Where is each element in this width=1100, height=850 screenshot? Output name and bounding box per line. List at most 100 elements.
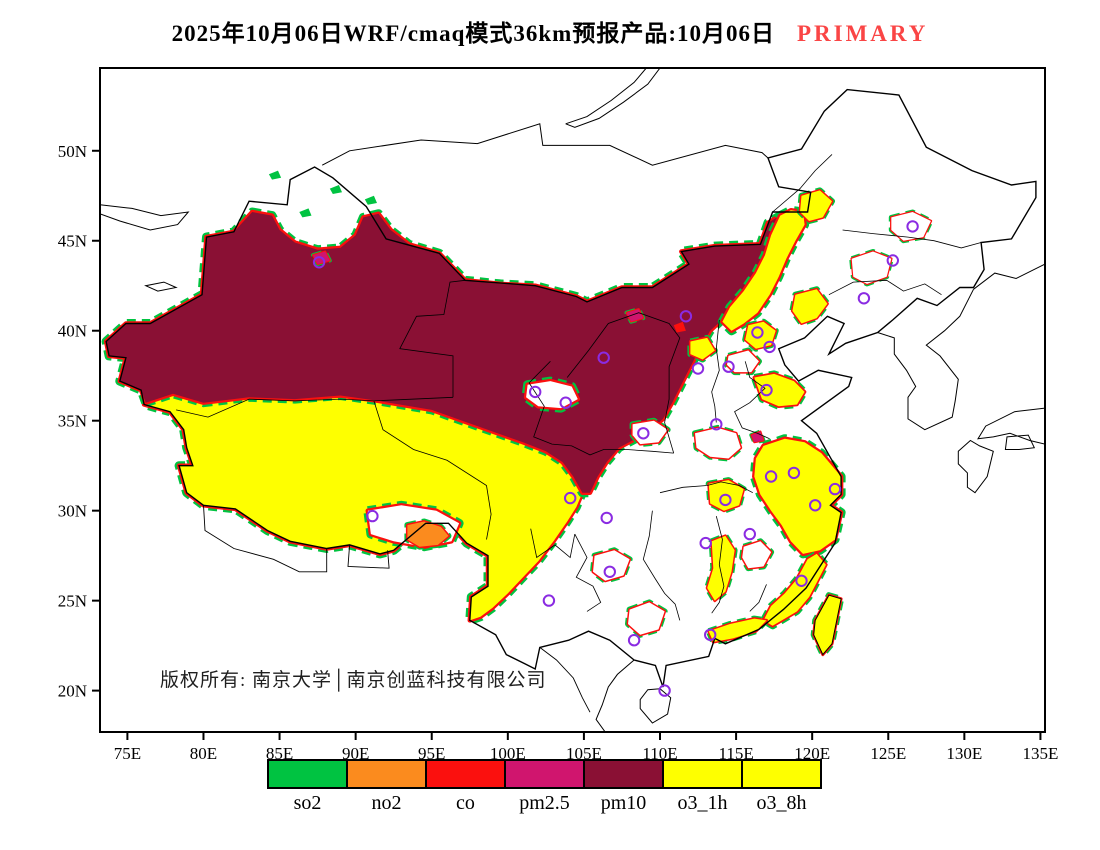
axis-ticks: 75E 80E 85E 90E 95E 100E 105E 110E 115E 120E 125E 1…: [58, 142, 1059, 763]
station-marker: [857, 292, 871, 305]
region-pm25-spot-xuzhou: [751, 431, 764, 443]
page-title: 2025年10月06日WRF/cmaq模式36km预报产品:10月06日 PRIM…: [0, 14, 1100, 48]
region-tibet-o3: [144, 393, 583, 621]
station-marker: [787, 466, 801, 480]
station-marker: [760, 383, 773, 397]
basemap-lines: [100, 68, 1045, 732]
y-tick-label: 30N: [58, 502, 87, 521]
station-marker: [559, 396, 572, 409]
station-marker: [751, 326, 764, 339]
legend-label: o3_1h: [677, 792, 728, 814]
title-pollutant-tag: PRIMARY: [796, 21, 929, 46]
legend-swatch-no2: [346, 759, 427, 789]
region-northwest-pm10: [106, 212, 782, 493]
legend-swatch-o3_1h: [662, 759, 743, 789]
station-marker: [906, 220, 919, 233]
legend-swatch-co: [425, 759, 506, 789]
x-tick-label: 120E: [794, 744, 830, 763]
colorbar-legend: so2 no2 co pm2.5 pm10 o3_1h o3_8h: [267, 759, 822, 815]
station-marker: [795, 574, 808, 587]
station-marker: [564, 491, 577, 505]
station-marker: [704, 628, 717, 641]
title-main: 2025年10月06日WRF/cmaq模式36km预报产品:10月06日: [171, 21, 775, 46]
station-marker: [658, 684, 671, 697]
legend-item-o3_8h: o3_8h: [741, 759, 822, 815]
x-tick-label: 130E: [946, 744, 982, 763]
y-tick-label: 35N: [58, 412, 87, 431]
station-marker: [529, 385, 542, 399]
y-tick-label: 25N: [58, 592, 87, 611]
x-tick-label: 75E: [114, 744, 141, 763]
pollutant-regions: [101, 170, 934, 658]
y-tick-label: 50N: [58, 142, 87, 161]
station-marker: [743, 527, 756, 541]
station-marker: [603, 565, 616, 578]
legend-item-pm10: pm10: [583, 759, 664, 815]
station-marker: [600, 511, 613, 525]
region-taiwan-o3: [813, 595, 842, 655]
region-yangtze-delta-o3: [754, 438, 842, 554]
fringe-co: [405, 520, 450, 549]
region-co-spot-hohhot: [673, 321, 686, 333]
region-guangdong-o3: [708, 618, 767, 642]
region-so2-spot-altai2: [299, 208, 312, 218]
region-pm25-spot-hetao: [626, 309, 644, 322]
region-so2-spot-altai4: [268, 170, 282, 180]
legend-label: pm10: [600, 792, 647, 814]
station-marker: [312, 256, 326, 269]
region-nyingchi-no2: [407, 521, 449, 547]
copyright-watermark: 版权所有: 南京大学│南京创蓝科技有限公司: [160, 668, 547, 692]
station-marker: [719, 493, 732, 507]
region-liaoxi-o3: [792, 289, 828, 324]
map-frame: [99, 67, 1046, 733]
region-hulunbuir-o3: [800, 190, 832, 221]
legend-swatch-pm2.5: [504, 759, 585, 789]
station-marker: [637, 427, 650, 440]
y-tick-label: 45N: [58, 232, 87, 251]
legend-item-so2: so2: [267, 759, 348, 815]
region-so2-spot-altai1: [329, 185, 342, 194]
station-marker: [679, 310, 693, 323]
station-marker: [542, 594, 556, 607]
region-shanxi-o3: [690, 337, 715, 360]
station-marker: [627, 634, 641, 647]
region-hunan-strip-o3: [707, 535, 735, 601]
station-marker: [809, 499, 822, 512]
region-xilingol-o3: [722, 210, 805, 331]
region-fujian-coast-o3: [763, 553, 826, 626]
station-marker: [722, 360, 735, 373]
x-tick-label: 90E: [342, 744, 369, 763]
station-marker: [764, 470, 778, 483]
region-harbin-gap: [891, 212, 931, 241]
y-tick-label: 20N: [58, 682, 87, 701]
legend-item-o3_1h: o3_1h: [662, 759, 743, 815]
legend-label: co: [456, 792, 475, 814]
x-tick-label: 115E: [718, 744, 753, 763]
x-tick-label: 80E: [190, 744, 217, 763]
region-jiangxi-gap: [742, 541, 772, 569]
legend-swatch-pm10: [583, 759, 664, 789]
x-tick-label: 95E: [418, 744, 445, 763]
station-marker: [886, 254, 899, 267]
legend-item-no2: no2: [346, 759, 427, 815]
station-marker: [597, 351, 610, 364]
x-tick-label: 105E: [566, 744, 602, 763]
station-marker: [699, 536, 712, 550]
x-tick-label: 125E: [870, 744, 906, 763]
x-tick-label: 100E: [490, 744, 526, 763]
region-jilin-gap: [851, 251, 892, 284]
forecast-map: 版权所有: 南京大学│南京创蓝科技有限公司 75E 80E 85E 90E 95E 100E…: [58, 67, 1059, 763]
x-tick-label: 110E: [642, 744, 677, 763]
legend-label: o3_8h: [756, 792, 807, 814]
region-hebei-gap: [727, 350, 759, 373]
station-marker: [710, 418, 723, 431]
region-so2-spot-altai3: [364, 195, 377, 205]
legend-swatch-so2: [267, 759, 348, 789]
station-marker: [691, 362, 705, 375]
legend-label: pm2.5: [519, 792, 570, 814]
legend-item-pm2.5: pm2.5: [504, 759, 585, 815]
x-tick-label: 85E: [266, 744, 293, 763]
x-tick-label: 135E: [1022, 744, 1058, 763]
station-marker: [828, 482, 842, 496]
